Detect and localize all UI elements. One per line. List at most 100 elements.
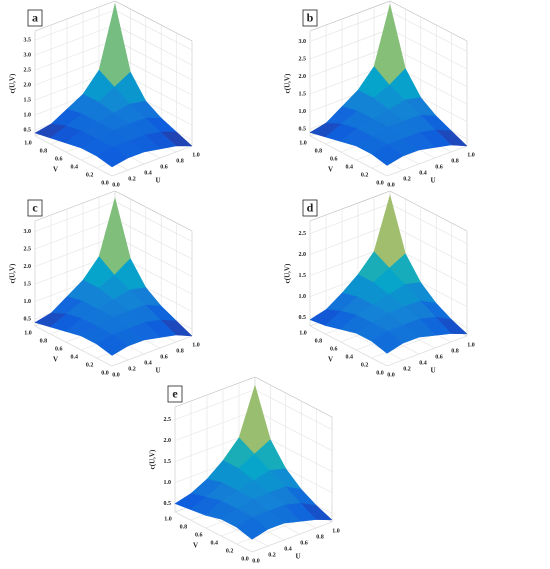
panel-label: a	[32, 10, 38, 24]
panel-label-box	[302, 9, 318, 27]
grid-line	[309, 325, 388, 367]
grid-line	[114, 218, 193, 260]
y-axis-label: V	[193, 542, 198, 550]
y-tick-label: 1.0	[299, 140, 307, 146]
z-tick-label: 1.5	[299, 273, 307, 279]
y-tick-label: 0.0	[101, 180, 109, 186]
y-tick-label: 1.0	[24, 140, 32, 146]
x-tick-label: 0.2	[128, 366, 136, 372]
panel-label-box	[167, 385, 183, 403]
z-tick-label: 2.5	[24, 67, 32, 73]
grid-line	[114, 24, 193, 66]
box-edge	[174, 376, 256, 408]
y-tick-label: 0.0	[241, 556, 249, 562]
grid-line	[309, 224, 391, 255]
y-tick-label: 0.2	[86, 172, 94, 178]
x-tick-label: 0.4	[419, 360, 427, 366]
panel: 0.0 0.2 0.4 0.6 0.8 1.0 0.0 0.2 0.4 0.6 0.8 1.0 0.5 1…	[9, 190, 200, 378]
surface-patch	[371, 144, 404, 166]
box-edge	[34, 0, 116, 32]
z-tick-label: 2.5	[24, 246, 32, 252]
z-tick-label: 0.5	[24, 316, 32, 322]
grid-line	[114, 39, 193, 81]
x-tick-label: 0.2	[128, 176, 136, 182]
x-tick-label: 0.8	[176, 158, 184, 164]
x-tick-label: 1.0	[467, 342, 475, 348]
y-tick-label: 0.6	[195, 532, 203, 538]
grid-line	[309, 46, 391, 77]
panel: 0.0 0.2 0.4 0.6 0.8 1.0 0.0 0.2 0.4 0.6 0.8 1.0 0.5 1…	[284, 0, 475, 188]
panel: 0.0 0.2 0.4 0.6 0.8 1.0 0.0 0.2 0.4 0.6 0.8 1.0 0.5 1…	[149, 376, 340, 564]
x-tick-label: 0.0	[112, 182, 120, 188]
x-axis-label: U	[155, 177, 160, 185]
z-tick-label: 2.0	[299, 74, 307, 80]
x-tick-label: 0.4	[284, 546, 292, 552]
z-tick-label: 1.0	[299, 294, 307, 300]
grid-line	[174, 410, 256, 441]
grid-line	[254, 389, 333, 430]
panel: 0.0 0.2 0.4 0.6 0.8 1.0 0.0 0.2 0.4 0.6 0.8 1.0 0.5 1…	[284, 190, 475, 378]
box-edge	[254, 376, 333, 418]
y-axis-label: V	[53, 356, 58, 364]
grid-line	[309, 203, 391, 234]
x-tick-label: 0.8	[451, 348, 459, 354]
grid-line	[34, 9, 116, 41]
z-tick-label: 3.0	[24, 229, 32, 235]
z-tick-label: 3.5	[24, 37, 32, 43]
z-tick-label: 1.5	[299, 91, 307, 97]
x-tick-label: 0.0	[387, 372, 395, 378]
y-tick-label: 0.2	[86, 362, 94, 368]
x-tick-label: 0.4	[144, 170, 152, 176]
box-edge	[114, 190, 193, 232]
grid-line	[34, 325, 113, 367]
grid-line	[34, 236, 116, 267]
z-tick-label: 2.5	[299, 231, 307, 237]
x-tick-label: 0.2	[403, 176, 411, 182]
grid-line	[34, 201, 116, 232]
z-tick-label: 1.0	[24, 112, 32, 118]
y-tick-label: 1.0	[24, 330, 32, 336]
x-tick-label: 0.8	[176, 348, 184, 354]
grid-line	[386, 335, 468, 367]
panel-label: e	[172, 386, 178, 400]
x-tick-label: 1.0	[467, 152, 475, 158]
panel-label-box	[27, 9, 43, 27]
grid-line	[174, 389, 256, 420]
x-tick-label: 0.4	[144, 360, 152, 366]
grid-line	[111, 145, 193, 177]
panel: 0.0 0.2 0.4 0.6 0.8 1.0 0.0 0.2 0.4 0.6 0.8 1.0 0.5 1…	[9, 0, 200, 188]
grid-line	[309, 28, 391, 60]
y-tick-label: 0.6	[330, 346, 338, 352]
grid-line	[309, 135, 388, 177]
panel-label-box	[27, 199, 43, 217]
grid-line	[386, 145, 468, 177]
grid-line	[254, 410, 333, 451]
z-tick-label: 1.5	[24, 97, 32, 103]
grid-line	[251, 521, 333, 553]
z-tick-label: 1.5	[164, 459, 172, 465]
y-tick-label: 0.4	[345, 164, 353, 170]
grid-line	[114, 201, 193, 242]
z-axis-label: c(U,V)	[284, 73, 292, 93]
y-tick-label: 0.0	[376, 370, 384, 376]
x-tick-label: 0.0	[387, 182, 395, 188]
x-tick-label: 0.8	[316, 534, 324, 540]
y-tick-label: 0.8	[315, 338, 323, 344]
x-tick-label: 0.6	[435, 354, 443, 360]
panel-label-box	[302, 199, 318, 217]
y-tick-label: 0.4	[210, 540, 218, 546]
x-axis-label: U	[430, 177, 435, 185]
x-tick-label: 0.2	[268, 552, 276, 558]
x-tick-label: 1.0	[332, 528, 340, 534]
x-tick-label: 1.0	[192, 152, 200, 158]
z-tick-label: 1.0	[299, 109, 307, 115]
z-axis-label: c(U,V)	[149, 449, 157, 469]
z-tick-label: 2.5	[164, 417, 172, 423]
x-axis-label: U	[430, 367, 435, 375]
grid-line	[34, 218, 116, 250]
z-tick-label: 3.0	[24, 52, 32, 58]
panel-label: d	[307, 200, 314, 214]
x-tick-label: 0.6	[300, 540, 308, 546]
grid-line	[114, 9, 193, 51]
